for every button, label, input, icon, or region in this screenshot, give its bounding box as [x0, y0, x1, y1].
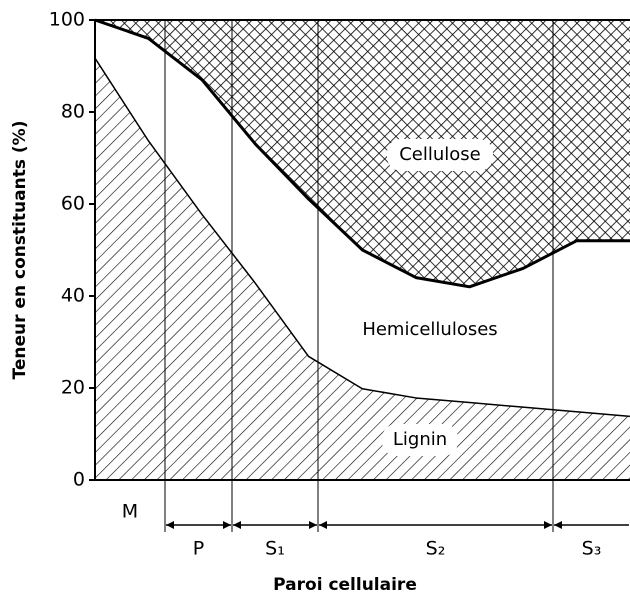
layer-label: M: [122, 501, 138, 523]
label-background: [387, 139, 493, 171]
arrow-head: [166, 521, 174, 529]
legend-label: Hemicelluloses: [362, 319, 497, 340]
arrow-head: [233, 521, 241, 529]
arrow-head: [319, 521, 327, 529]
arrow-head: [223, 521, 231, 529]
layer-label: S₂: [426, 538, 446, 560]
label-background: [382, 424, 458, 456]
arrow-head: [554, 521, 562, 529]
area: [95, 20, 630, 287]
y-tick-label: 40: [61, 285, 85, 307]
layer-label: S₃: [582, 538, 602, 560]
layer-label: P: [193, 538, 204, 560]
layer-label: S₁: [265, 538, 285, 560]
x-axis-title: Paroi cellulaire: [273, 575, 417, 595]
legend-label: Lignin: [393, 429, 447, 450]
area: [95, 20, 630, 416]
y-axis-title: Teneur en constituants (%): [10, 121, 30, 380]
y-tick-label: 0: [73, 469, 85, 491]
arrow-head: [309, 521, 317, 529]
y-tick-label: 80: [61, 101, 85, 123]
y-tick-label: 20: [61, 377, 85, 399]
y-tick-label: 100: [49, 9, 85, 31]
plot-area: [93, 18, 630, 481]
legend-label: Cellulose: [399, 144, 481, 165]
y-tick-label: 60: [61, 193, 85, 215]
area: [95, 56, 630, 481]
arrow-head: [544, 521, 552, 529]
